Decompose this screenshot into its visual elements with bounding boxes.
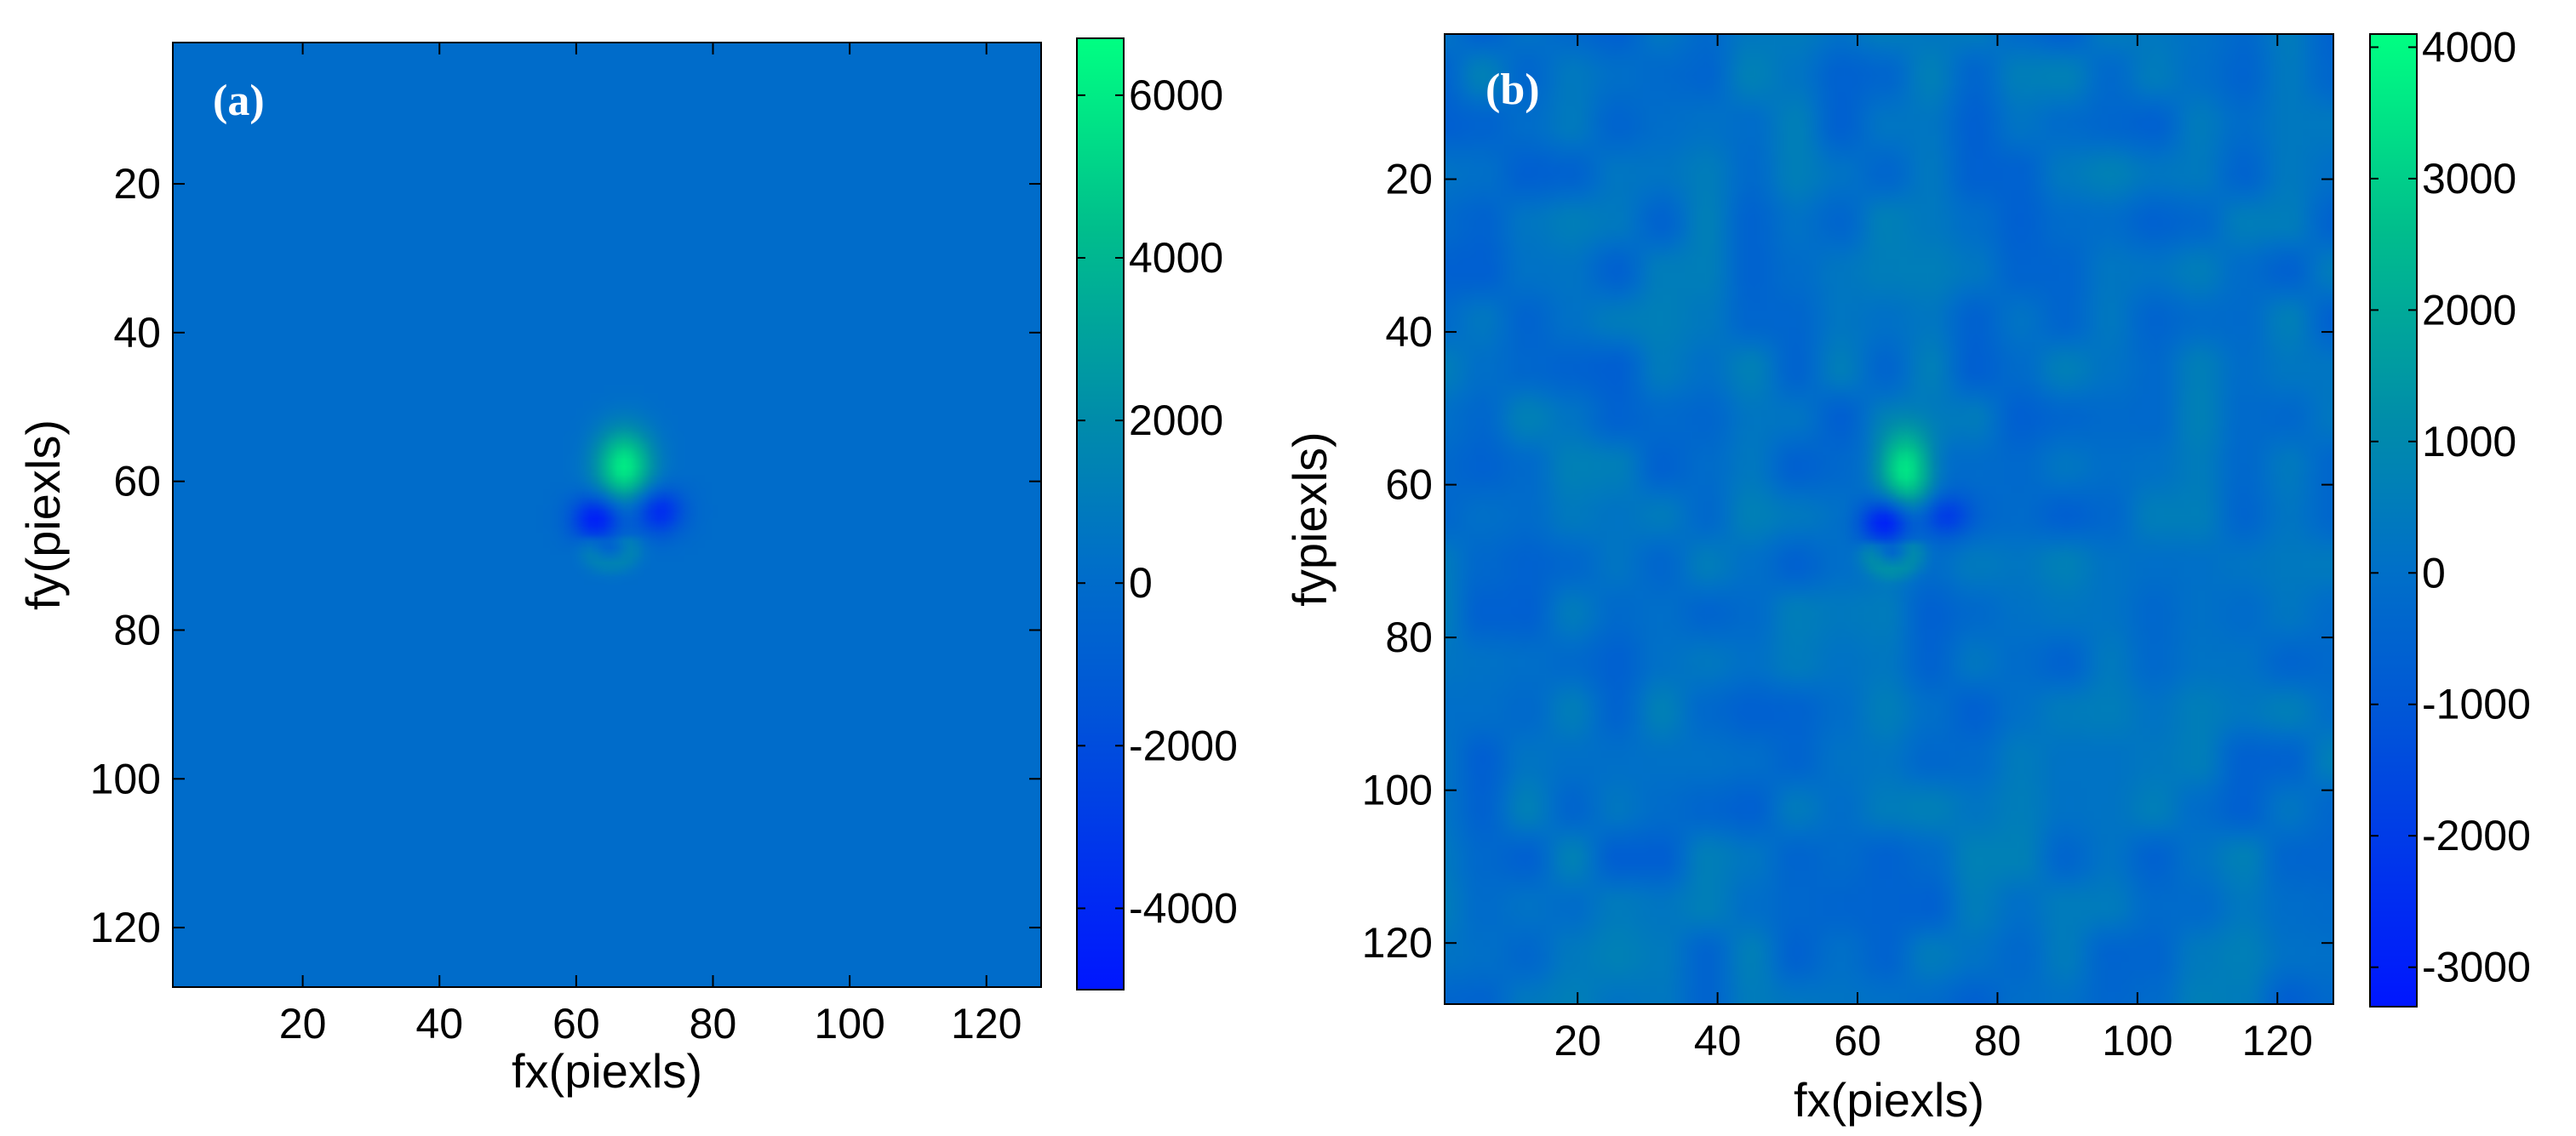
x-tick-label: 20: [1554, 1017, 1601, 1065]
y-tick-label: 120: [90, 904, 161, 951]
colorbar-tick-label: -3000: [2422, 944, 2531, 991]
colorbar-tick-label: 3000: [2422, 155, 2516, 203]
x-tick-label: 20: [279, 1000, 327, 1048]
colorbar-tick-label: 2000: [2422, 286, 2516, 334]
y-tick-label: 80: [113, 606, 161, 654]
y-axis-label: fypiexls): [1283, 431, 1337, 606]
x-tick-label: 100: [814, 1000, 884, 1048]
x-tick-label: 60: [1834, 1017, 1881, 1065]
panel-label: (a): [213, 77, 265, 125]
colorbar-tick-label: 0: [1129, 559, 1153, 607]
colorbar-tick-label: 2000: [1129, 397, 1223, 444]
colorbar-tick-label: 4000: [1129, 234, 1223, 282]
x-axis-label: fx(piexls): [1794, 1073, 1984, 1127]
y-tick-label: 20: [113, 160, 161, 208]
panel-a: 20 40 60 80 100 120 20 40 60 80 100 120 fx(piexls) fy…: [16, 37, 1238, 1098]
y-axis-label: fy(piexls): [16, 420, 70, 610]
y-tick-label: 20: [1385, 156, 1433, 203]
colorbar: [2369, 33, 2418, 1008]
plot-frame: [1444, 33, 2334, 1005]
y-tick-label: 40: [1385, 308, 1433, 356]
x-tick-label: 120: [2242, 1017, 2313, 1065]
colorbar-tick-label: -4000: [1129, 884, 1238, 932]
x-tick-label: 40: [415, 1000, 463, 1048]
y-tick-label: 100: [1362, 767, 1433, 814]
colorbar: [1076, 37, 1125, 990]
heatmap-image: [173, 43, 1041, 987]
x-tick-label: 40: [1694, 1017, 1742, 1065]
x-tick-label: 60: [552, 1000, 600, 1048]
colorbar-tick-label: -2000: [2422, 812, 2531, 859]
y-tick-label: 60: [113, 458, 161, 505]
colorbar-tick-label: -2000: [1129, 722, 1238, 769]
y-tick-label: 100: [90, 755, 161, 802]
y-tick-label: 40: [113, 309, 161, 357]
x-tick-label: 100: [2102, 1017, 2172, 1065]
colorbar-tick-label: 1000: [2422, 418, 2516, 465]
heatmap-image: [1445, 34, 2333, 1004]
x-axis-label: fx(piexls): [512, 1044, 702, 1098]
x-tick-label: 80: [1974, 1017, 2022, 1065]
colorbar-tick-label: 0: [2422, 549, 2446, 597]
x-tick-label: 120: [951, 1000, 1022, 1048]
panel-b: 20 40 60 80 100 120 20 40 60 80 100 120 fx(piexls) fy…: [1283, 23, 2531, 1127]
y-tick-label: 60: [1385, 461, 1433, 509]
y-tick-label: 80: [1385, 614, 1433, 661]
panel-label: (b): [1485, 66, 1540, 114]
y-tick-label: 120: [1362, 919, 1433, 967]
x-tick-label: 80: [690, 1000, 737, 1048]
colorbar-tick-label: -1000: [2422, 681, 2531, 728]
colorbar-tick-label: 6000: [1129, 71, 1223, 119]
plot-frame: [172, 42, 1042, 988]
colorbar-tick-label: 4000: [2422, 23, 2516, 71]
